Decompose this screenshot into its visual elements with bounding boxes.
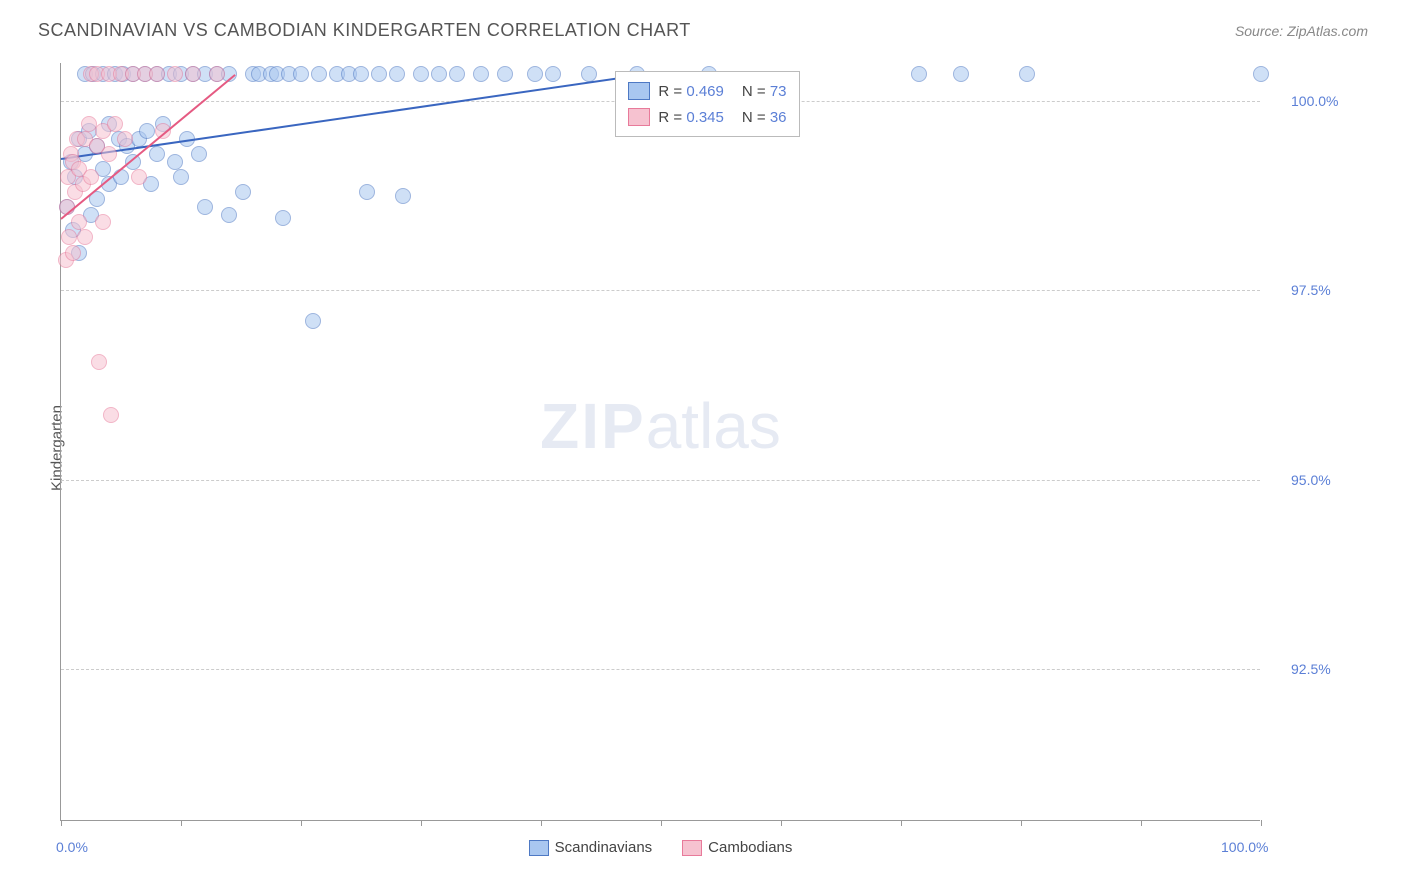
data-point bbox=[389, 66, 405, 82]
x-tick bbox=[541, 820, 542, 826]
data-point bbox=[101, 146, 117, 162]
data-point bbox=[173, 169, 189, 185]
y-tick-label: 100.0% bbox=[1291, 93, 1338, 109]
data-point bbox=[473, 66, 489, 82]
legend-swatch bbox=[628, 108, 650, 126]
data-point bbox=[71, 214, 87, 230]
x-tick bbox=[301, 820, 302, 826]
data-point bbox=[449, 66, 465, 82]
x-tick bbox=[661, 820, 662, 826]
data-point bbox=[95, 214, 111, 230]
data-point bbox=[953, 66, 969, 82]
y-tick-label: 95.0% bbox=[1291, 472, 1331, 488]
data-point bbox=[77, 229, 93, 245]
data-point bbox=[359, 184, 375, 200]
data-point bbox=[275, 210, 291, 226]
y-tick-label: 97.5% bbox=[1291, 282, 1331, 298]
x-tick bbox=[421, 820, 422, 826]
data-point bbox=[61, 229, 77, 245]
data-point bbox=[311, 66, 327, 82]
stats-r: R = 0.345 bbox=[658, 109, 723, 126]
data-point bbox=[191, 146, 207, 162]
data-point bbox=[497, 66, 513, 82]
plot-area: ZIPatlas 92.5%95.0%97.5%100.0%0.0%100.0%… bbox=[60, 63, 1260, 821]
data-point bbox=[1253, 66, 1269, 82]
stats-n: N = 36 bbox=[742, 109, 787, 126]
data-point bbox=[167, 66, 183, 82]
data-point bbox=[149, 66, 165, 82]
legend-item: Cambodians bbox=[682, 839, 792, 856]
data-point bbox=[209, 66, 225, 82]
data-point bbox=[221, 207, 237, 223]
source-label: Source: ZipAtlas.com bbox=[1235, 23, 1368, 39]
data-point bbox=[103, 407, 119, 423]
data-point bbox=[1019, 66, 1035, 82]
data-point bbox=[185, 66, 201, 82]
stats-legend-row: R = 0.469 N = 73 bbox=[628, 78, 786, 104]
data-point bbox=[139, 123, 155, 139]
stats-r: R = 0.469 bbox=[658, 83, 723, 100]
x-tick bbox=[181, 820, 182, 826]
data-point bbox=[83, 169, 99, 185]
chart-title: SCANDINAVIAN VS CAMBODIAN KINDERGARTEN C… bbox=[38, 20, 691, 41]
chart-container: Kindergarten ZIPatlas 92.5%95.0%97.5%100… bbox=[38, 58, 1368, 838]
data-point bbox=[413, 66, 429, 82]
data-point bbox=[167, 154, 183, 170]
data-point bbox=[527, 66, 543, 82]
data-point bbox=[395, 188, 411, 204]
gridline bbox=[61, 480, 1260, 481]
data-point bbox=[293, 66, 309, 82]
stats-legend-row: R = 0.345 N = 36 bbox=[628, 104, 786, 130]
x-tick bbox=[781, 820, 782, 826]
data-point bbox=[235, 184, 251, 200]
watermark-light: atlas bbox=[646, 390, 781, 462]
series-legend: Scandinavians Cambodians bbox=[61, 839, 1260, 856]
x-tick bbox=[1021, 820, 1022, 826]
watermark-bold: ZIP bbox=[540, 390, 646, 462]
stats-legend: R = 0.469 N = 73 R = 0.345 N = 36 bbox=[615, 71, 799, 137]
gridline bbox=[61, 290, 1260, 291]
data-point bbox=[197, 199, 213, 215]
gridline bbox=[61, 669, 1260, 670]
data-point bbox=[431, 66, 447, 82]
data-point bbox=[131, 169, 147, 185]
stats-n: N = 73 bbox=[742, 83, 787, 100]
data-point bbox=[117, 131, 133, 147]
data-point bbox=[911, 66, 927, 82]
data-point bbox=[305, 313, 321, 329]
legend-swatch bbox=[682, 840, 702, 856]
data-point bbox=[91, 354, 107, 370]
data-point bbox=[371, 66, 387, 82]
x-tick bbox=[1141, 820, 1142, 826]
data-point bbox=[149, 146, 165, 162]
legend-swatch bbox=[628, 82, 650, 100]
x-tick bbox=[901, 820, 902, 826]
data-point bbox=[65, 245, 81, 261]
x-tick bbox=[61, 820, 62, 826]
x-tick bbox=[1261, 820, 1262, 826]
y-tick-label: 92.5% bbox=[1291, 661, 1331, 677]
watermark: ZIPatlas bbox=[540, 389, 781, 463]
data-point bbox=[353, 66, 369, 82]
data-point bbox=[107, 116, 123, 132]
legend-swatch bbox=[529, 840, 549, 856]
legend-item: Scandinavians bbox=[529, 839, 653, 856]
data-point bbox=[545, 66, 561, 82]
